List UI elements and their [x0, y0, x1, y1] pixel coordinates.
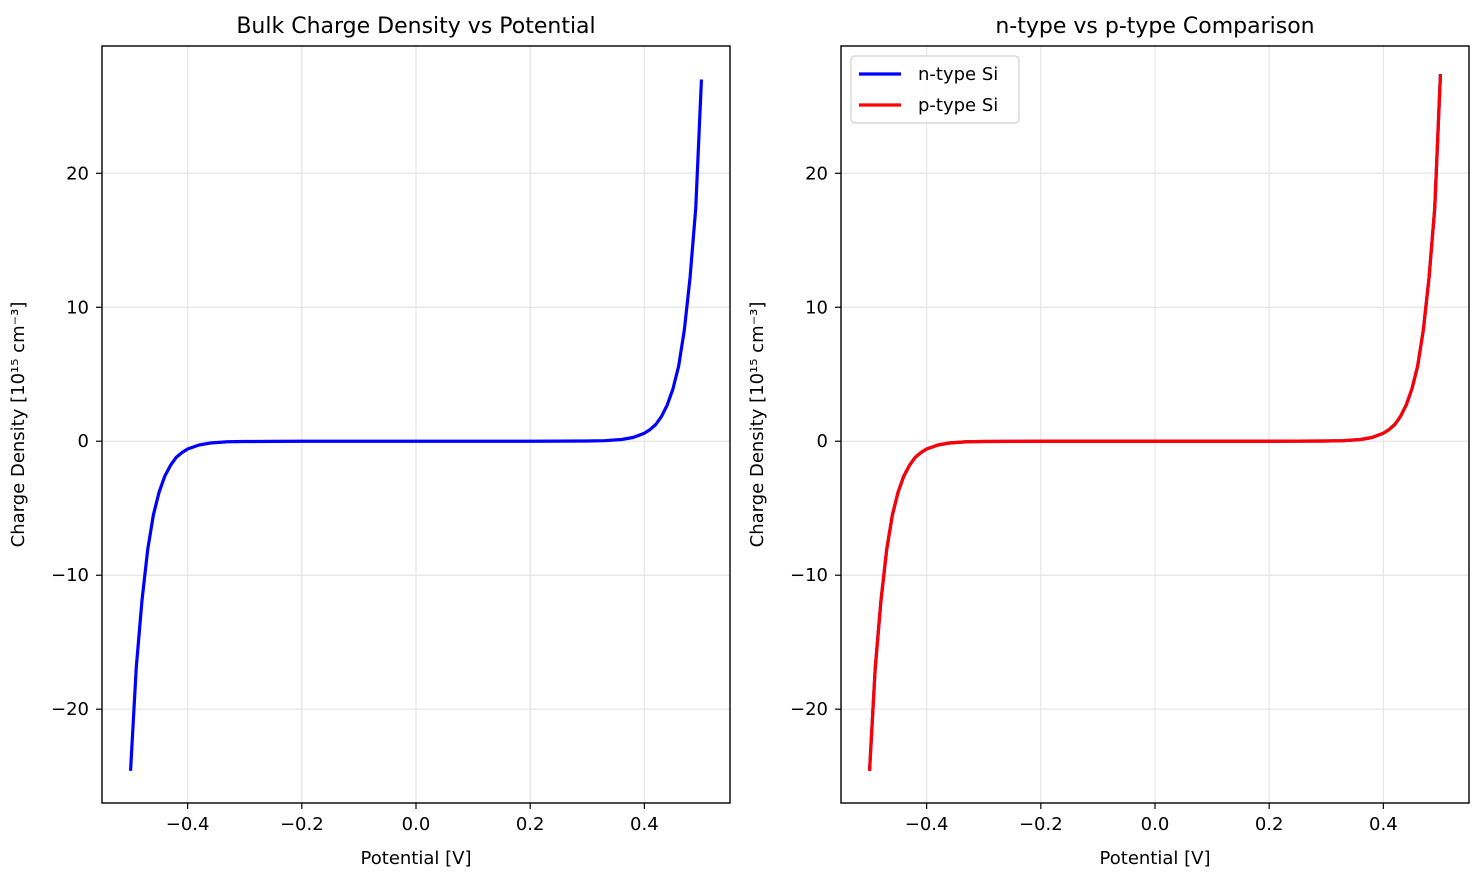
x-tick-label: 0.0 [1141, 814, 1170, 835]
y-axis-label: Charge Density [10¹⁵ cm⁻³] [8, 302, 29, 548]
chart-title: Bulk Charge Density vs Potential [236, 14, 595, 39]
legend-label-n-type-si: n-type Si [918, 64, 998, 85]
y-tick-label: 10 [805, 297, 828, 318]
x-axis-label: Potential [V] [361, 848, 472, 869]
x-tick-label: 0.4 [1369, 814, 1398, 835]
x-tick-label: −0.4 [905, 814, 949, 835]
y-tick-label: 0 [78, 431, 89, 452]
y-tick-label: −20 [51, 699, 89, 720]
series-line-series-1 [128, 79, 704, 771]
y-tick-label: 20 [805, 163, 828, 184]
x-tick-label: −0.2 [280, 814, 324, 835]
chart-panel-2: −0.4 −0.2 0.0 0.2 0.4 −20 −10 0 10 20 n-type vs p-… [747, 14, 1470, 869]
x-tick-label: 0.2 [1255, 814, 1284, 835]
x-axis-label: Potential [V] [1100, 848, 1211, 869]
x-tick-label: 0.0 [402, 814, 431, 835]
x-tick-label: 0.2 [516, 814, 545, 835]
y-tick-label: −20 [790, 699, 828, 720]
y-tick-label: 10 [66, 297, 89, 318]
legend-label-p-type-si: p-type Si [918, 95, 998, 116]
chart-title: n-type vs p-type Comparison [995, 14, 1314, 39]
chart-panel-1: −0.4 −0.2 0.0 0.2 0.4 −20 −10 0 10 20 Bulk Charge … [8, 14, 731, 869]
y-tick-label: −10 [51, 565, 89, 586]
x-tick-label: −0.2 [1019, 814, 1063, 835]
y-tick-label: −10 [790, 565, 828, 586]
y-tick-label: 20 [66, 163, 89, 184]
legend: n-type Si p-type Si [850, 55, 1020, 124]
x-tick-label: 0.4 [630, 814, 659, 835]
y-tick-label: 0 [817, 431, 828, 452]
series-line-p-type-si [867, 74, 1443, 771]
y-axis-label: Charge Density [10¹⁵ cm⁻³] [747, 302, 768, 548]
x-tick-label: −0.4 [166, 814, 210, 835]
